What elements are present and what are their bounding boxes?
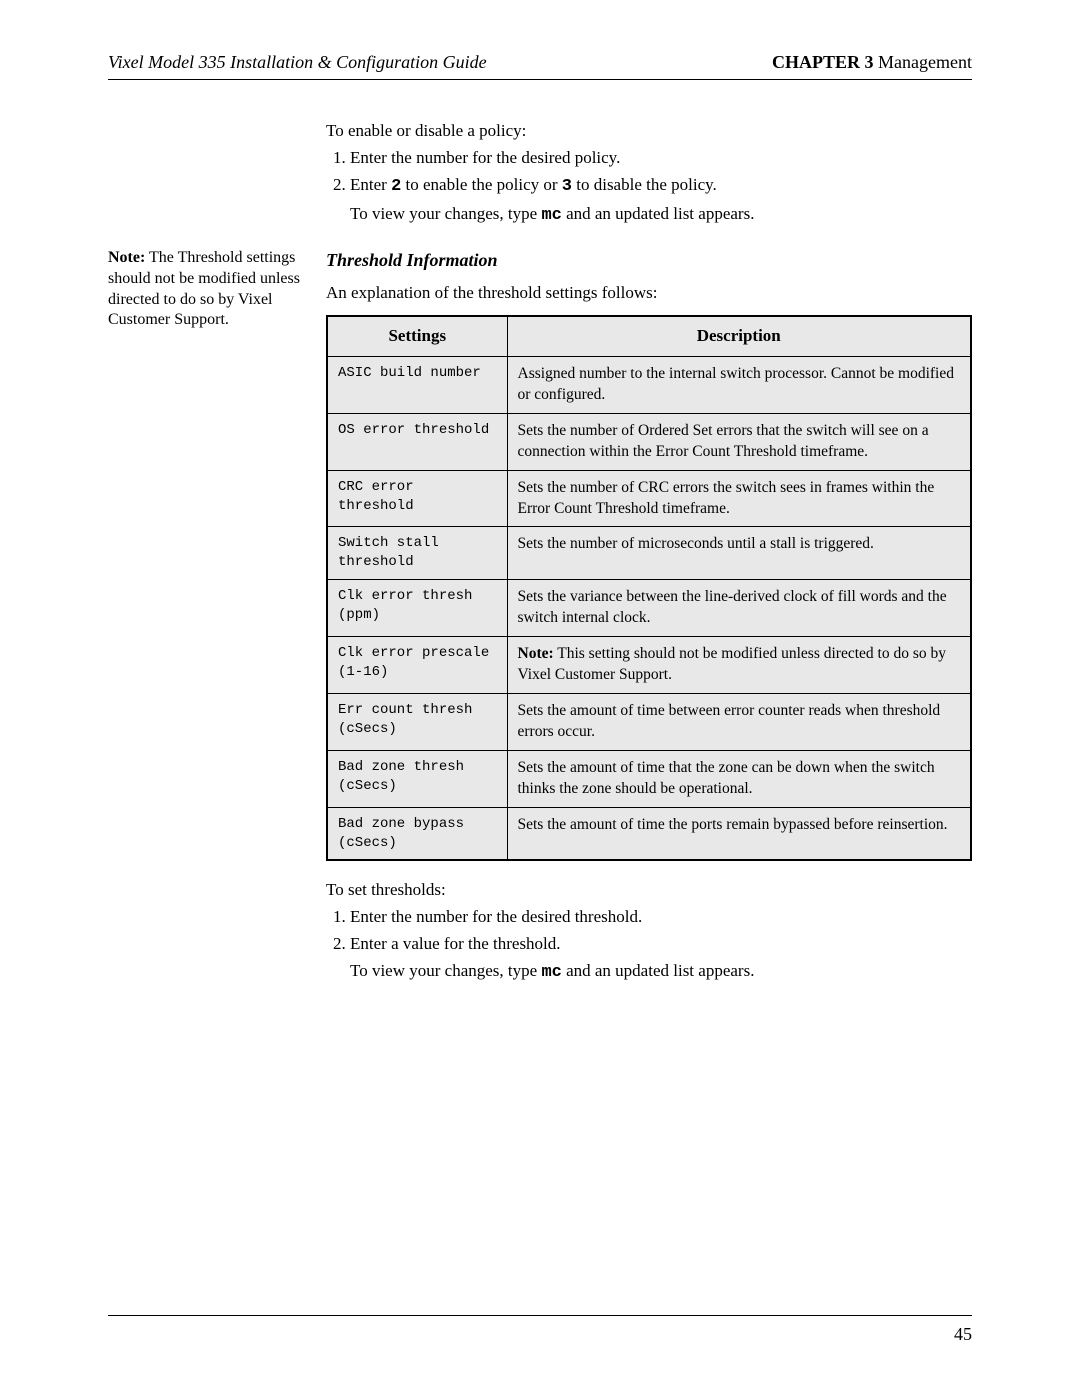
header-chapter: CHAPTER 3 Management: [772, 52, 972, 73]
table-row: ASIC build numberAssigned number to the …: [327, 356, 971, 413]
list-item: Enter 2 to enable the policy or 3 to dis…: [350, 174, 972, 199]
setting-cell: OS error threshold: [327, 413, 507, 470]
step-text: Enter the number for the desired policy.: [350, 148, 620, 167]
description-cell: Sets the amount of time that the zone ca…: [507, 750, 971, 807]
setting-cell: Switch stall threshold: [327, 527, 507, 580]
outro-paragraph: To set thresholds:: [326, 879, 972, 902]
code-literal: 3: [562, 177, 572, 196]
code-literal: mc: [541, 963, 561, 982]
intro-paragraph: To enable or disable a policy:: [326, 120, 972, 143]
setting-cell: Bad zone thresh (cSecs): [327, 750, 507, 807]
setting-cell: Clk error prescale (1-16): [327, 637, 507, 694]
enable-steps-list: Enter the number for the desired policy.…: [326, 147, 972, 199]
sub-step: To view your changes, type mc and an upd…: [350, 203, 972, 228]
col-settings-header: Settings: [327, 316, 507, 356]
explain-paragraph: An explanation of the threshold settings…: [326, 282, 972, 305]
table-row: OS error thresholdSets the number of Ord…: [327, 413, 971, 470]
description-cell: Sets the variance between the line-deriv…: [507, 580, 971, 637]
description-cell: Sets the number of CRC errors the switch…: [507, 470, 971, 527]
description-cell: Sets the amount of time between error co…: [507, 693, 971, 750]
step-text: Enter a value for the threshold.: [350, 934, 561, 953]
note-label: Note:: [108, 249, 145, 266]
page: Vixel Model 335 Installation & Configura…: [0, 0, 1080, 1397]
list-item: Enter the number for the desired thresho…: [350, 906, 972, 929]
content-column: To enable or disable a policy: Enter the…: [326, 120, 972, 1005]
table-row: Clk error thresh (ppm)Sets the variance …: [327, 580, 971, 637]
page-header: Vixel Model 335 Installation & Configura…: [108, 52, 972, 80]
setting-cell: Clk error thresh (ppm): [327, 580, 507, 637]
description-cell: Sets the amount of time the ports remain…: [507, 807, 971, 860]
chapter-label: CHAPTER 3: [772, 52, 874, 72]
description-cell: Note: This setting should not be modifie…: [507, 637, 971, 694]
step-text: to disable the policy.: [572, 175, 717, 194]
description-cell: Sets the number of Ordered Set errors th…: [507, 413, 971, 470]
step-text: To view your changes, type: [350, 961, 541, 980]
header-doc-title: Vixel Model 335 Installation & Configura…: [108, 52, 487, 73]
step-text: and an updated list appears.: [562, 961, 755, 980]
setting-cell: Err count thresh (cSecs): [327, 693, 507, 750]
section-subheading: Threshold Information: [326, 248, 972, 272]
setting-cell: CRC error threshold: [327, 470, 507, 527]
table-row: Bad zone thresh (cSecs)Sets the amount o…: [327, 750, 971, 807]
step-text: to enable the policy or: [401, 175, 562, 194]
step-text: Enter: [350, 175, 391, 194]
margin-note: Note: The Threshold settings should not …: [108, 120, 306, 1005]
code-literal: 2: [391, 177, 401, 196]
main-columns: Note: The Threshold settings should not …: [108, 120, 972, 1005]
description-cell: Assigned number to the internal switch p…: [507, 356, 971, 413]
step-text: To view your changes, type: [350, 204, 541, 223]
table-row: Err count thresh (cSecs)Sets the amount …: [327, 693, 971, 750]
table-row: Clk error prescale (1-16)Note: This sett…: [327, 637, 971, 694]
step-text: and an updated list appears.: [562, 204, 755, 223]
note-text: This setting should not be modified unle…: [518, 645, 947, 683]
table-header-row: Settings Description: [327, 316, 971, 356]
description-cell: Sets the number of microseconds until a …: [507, 527, 971, 580]
step-text: Enter the number for the desired thresho…: [350, 907, 642, 926]
table-row: CRC error thresholdSets the number of CR…: [327, 470, 971, 527]
sub-step: To view your changes, type mc and an upd…: [350, 960, 972, 985]
settings-table: Settings Description ASIC build numberAs…: [326, 315, 972, 861]
note-label: Note:: [518, 645, 554, 662]
setting-cell: Bad zone bypass (cSecs): [327, 807, 507, 860]
list-item: Enter the number for the desired policy.: [350, 147, 972, 170]
setting-cell: ASIC build number: [327, 356, 507, 413]
threshold-steps-list: Enter the number for the desired thresho…: [326, 906, 972, 956]
page-number: 45: [108, 1315, 972, 1345]
chapter-title: Management: [874, 52, 972, 72]
table-row: Switch stall thresholdSets the number of…: [327, 527, 971, 580]
code-literal: mc: [541, 206, 561, 225]
col-description-header: Description: [507, 316, 971, 356]
list-item: Enter a value for the threshold.: [350, 933, 972, 956]
table-row: Bad zone bypass (cSecs)Sets the amount o…: [327, 807, 971, 860]
